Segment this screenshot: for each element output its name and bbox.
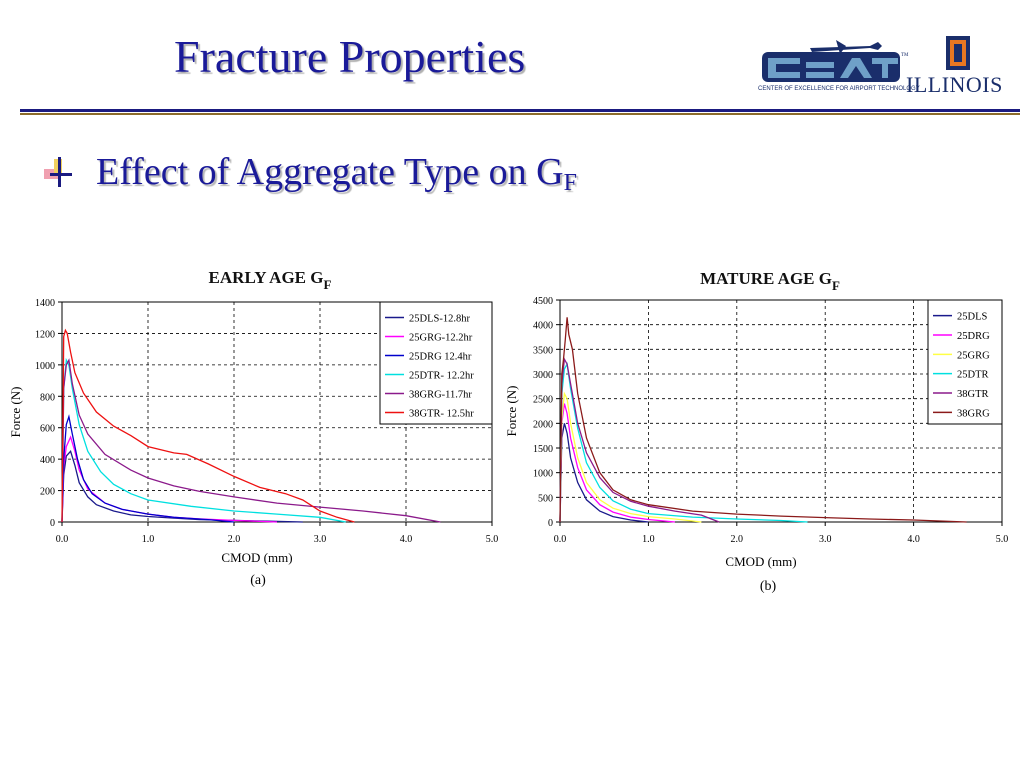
legend-label: 25DLS (957, 312, 987, 323)
legend-label: 25DRG 12.4hr (409, 352, 472, 363)
y-tick-label: 1500 (533, 444, 553, 455)
slide-title: Fracture Properties (174, 31, 526, 82)
y-tick-label: 3000 (533, 370, 553, 381)
legend-box (927, 299, 1003, 425)
series-line-25dtr (559, 362, 808, 523)
series-line-25grg (559, 391, 702, 523)
y-tick-label: 500 (538, 493, 553, 504)
legend-label: 25DRG (957, 331, 990, 342)
logo: TM (760, 34, 1020, 100)
legend-label: 25DTR- 12.2hr (409, 371, 474, 382)
chart-2: MATURE AGE GF 0.0 1.0 2.0 3.0 4.0 5.0 0 500 1000 1… (504, 269, 1008, 594)
legend-label: 38GTR- 12.5hr (409, 409, 474, 420)
x-tick-label: 4.0 (907, 534, 920, 545)
x-axis-label: CMOD (mm) (221, 550, 292, 565)
series-line-38grg (559, 317, 967, 523)
y-tick-label: 1000 (35, 361, 55, 372)
y-tick-label: 1000 (533, 469, 553, 480)
chart-1: EARLY AGE GF 0.0 1.0 2.0 3.0 4.0 5.0 0 200 400 600… (8, 268, 498, 588)
x-tick-label: 3.0 (314, 534, 327, 545)
title-rule-bottom (20, 113, 1020, 115)
x-tick-label: 0.0 (554, 534, 567, 545)
x-tick-label: 3.0 (819, 534, 832, 545)
x-tick-label: 1.0 (142, 534, 155, 545)
series-line-25drg-12-4hr (61, 414, 235, 523)
series-line-38grg-11-7hr (61, 358, 441, 523)
x-tick-label: 0.0 (56, 534, 69, 545)
y-tick-label: 2500 (533, 395, 553, 406)
legend-label: 25DTR (957, 370, 989, 381)
y-tick-label: 400 (40, 455, 55, 466)
y-tick-label: 2000 (533, 419, 553, 430)
legend-label: 38GRG (957, 408, 990, 419)
x-axis-label: CMOD (mm) (725, 554, 796, 569)
y-tick-label: 1400 (35, 298, 55, 309)
chart-caption: (a) (250, 573, 266, 588)
x-tick-label: 2.0 (228, 534, 241, 545)
chart-title: MATURE AGE GF (700, 269, 840, 293)
title-rule-top (20, 109, 1020, 112)
legend-label: 25GRG (957, 350, 990, 361)
y-tick-label: 3500 (533, 345, 553, 356)
series-line-38gtr (559, 357, 720, 523)
y-tick-label: 0 (548, 518, 553, 529)
y-tick-label: 600 (40, 424, 55, 435)
x-tick-label: 5.0 (996, 534, 1009, 545)
y-tick-label: 0 (50, 518, 55, 529)
y-tick-label: 4500 (533, 296, 553, 307)
chart-caption: (b) (760, 579, 777, 594)
y-tick-label: 4000 (533, 321, 553, 332)
series-line-38gtr-12-5hr (61, 328, 355, 523)
series-line-25drg (559, 403, 675, 523)
logo-illinois-text: ILLINOIS (906, 72, 1003, 97)
legend-box (379, 301, 493, 425)
x-tick-label: 4.0 (400, 534, 413, 545)
legend-label: 25GRG-12.2hr (409, 333, 473, 344)
bullet-main-text: Effect of Aggregate Type on G (96, 151, 564, 193)
x-tick-label: 2.0 (731, 534, 744, 545)
logo-caption: CENTER OF EXCELLENCE FOR AIRPORT TECHNOL… (758, 86, 920, 92)
y-tick-label: 1200 (35, 329, 55, 340)
y-tick-label: 800 (40, 392, 55, 403)
y-axis-label: Force (N) (504, 386, 519, 437)
x-tick-label: 1.0 (642, 534, 655, 545)
ceat-logo-icon: TM (762, 36, 970, 82)
bullet-heading: Effect of Aggregate Type on GF (96, 150, 577, 197)
legend-label: 38GTR (957, 389, 989, 400)
y-tick-label: 200 (40, 487, 55, 498)
chart-title: EARLY AGE GF (209, 268, 332, 292)
logo-tm: TM (901, 53, 909, 58)
legend-label: 38GRG-11.7hr (409, 390, 472, 401)
bullet-sub-text: F (563, 170, 577, 196)
y-axis-label: Force (N) (8, 387, 23, 438)
x-tick-label: 5.0 (486, 534, 499, 545)
bullet-icon (44, 157, 72, 187)
series-line-25dls (559, 423, 649, 523)
legend-label: 25DLS-12.8hr (409, 314, 470, 325)
